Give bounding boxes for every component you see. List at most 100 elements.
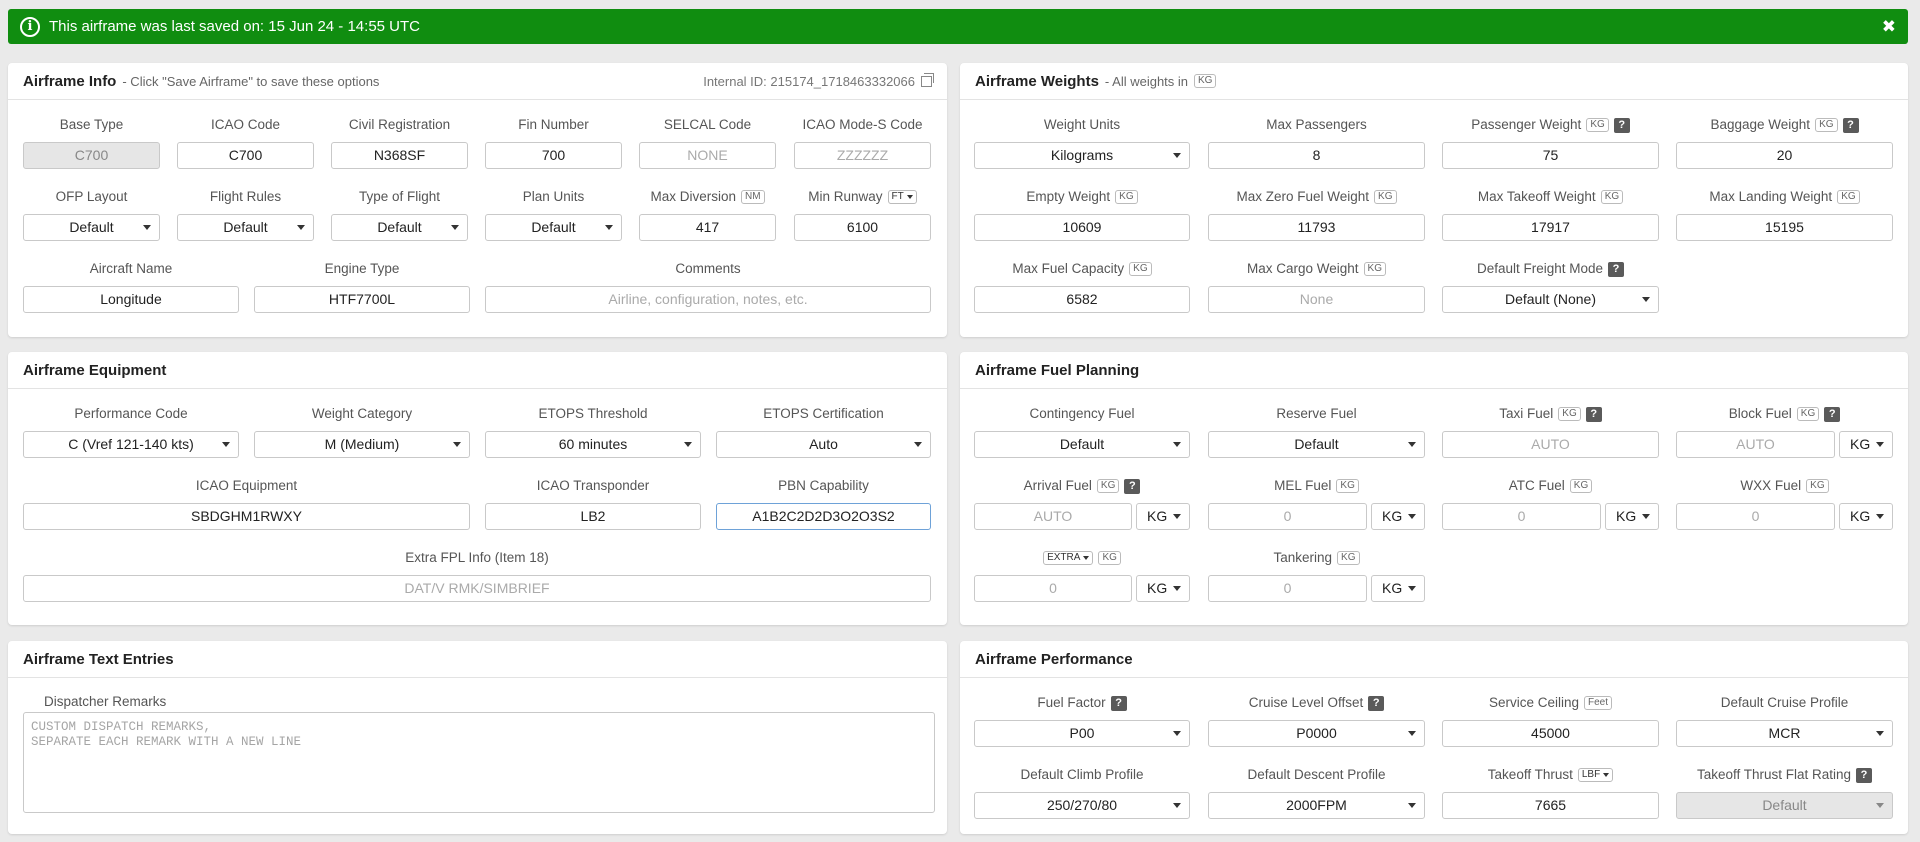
extra-fuel-input[interactable]: 0 — [974, 575, 1132, 602]
field-label: Default Freight Mode — [1477, 260, 1603, 278]
engine-type-field: Engine Type HTF7700L — [254, 260, 470, 313]
mode-s-input[interactable]: ZZZZZZ — [794, 142, 931, 169]
pbn-capability-input[interactable]: A1B2C2D2D3O2O3S2 — [716, 503, 931, 530]
mtow-input[interactable]: 17917 — [1442, 214, 1659, 241]
contingency-fuel-select[interactable]: Default — [974, 431, 1190, 458]
field-label: PBN Capability — [716, 477, 931, 495]
mel-fuel-unit-select[interactable]: KG — [1371, 503, 1425, 530]
plan-units-select[interactable]: Default — [485, 214, 622, 241]
max-passengers-field: Max Passengers 8 — [1208, 116, 1425, 169]
etops-certification-select[interactable]: Auto — [716, 431, 931, 458]
mode-s-field: ICAO Mode-S Code ZZZZZZ — [794, 116, 931, 169]
weight-units-select[interactable]: Kilograms — [974, 142, 1190, 169]
field-label: Civil Registration — [331, 116, 468, 134]
cruise-profile-select[interactable]: MCR — [1676, 720, 1893, 747]
max-cargo-input[interactable]: None — [1208, 286, 1425, 313]
flight-type-select[interactable]: Default — [331, 214, 468, 241]
icao-code-input[interactable]: C700 — [177, 142, 314, 169]
field-label: Plan Units — [485, 188, 622, 206]
tankering-unit-select[interactable]: KG — [1371, 575, 1425, 602]
taxi-fuel-field: Taxi Fuel KG? AUTO — [1442, 405, 1659, 458]
civil-registration-input[interactable]: N368SF — [331, 142, 468, 169]
reserve-fuel-select[interactable]: Default — [1208, 431, 1425, 458]
max-fuel-input[interactable]: 6582 — [974, 286, 1190, 313]
icao-transponder-input[interactable]: LB2 — [485, 503, 701, 530]
field-label: Arrival Fuel — [1024, 477, 1092, 495]
comments-field: Comments Airline, configuration, notes, … — [485, 260, 931, 313]
aircraft-name-input[interactable]: Longitude — [23, 286, 239, 313]
cruise-level-offset-select[interactable]: P0000 — [1208, 720, 1425, 747]
atc-fuel-field: ATC Fuel KG 0 KG — [1442, 477, 1659, 530]
engine-type-input[interactable]: HTF7700L — [254, 286, 470, 313]
extra-fuel-unit-select[interactable]: KG — [1136, 575, 1190, 602]
selcal-input[interactable]: NONE — [639, 142, 776, 169]
tankering-input[interactable]: 0 — [1208, 575, 1367, 602]
wxx-fuel-input[interactable]: 0 — [1676, 503, 1835, 530]
comments-input[interactable]: Airline, configuration, notes, etc. — [485, 286, 931, 313]
baggage-weight-input[interactable]: 20 — [1676, 142, 1893, 169]
unit-badge: KG — [1837, 190, 1859, 204]
help-icon[interactable]: ? — [1843, 118, 1859, 133]
unit-badge: KG — [1336, 479, 1358, 493]
field-label: MEL Fuel — [1274, 477, 1331, 495]
weight-units-field: Weight Units Kilograms — [974, 116, 1190, 169]
atc-fuel-input[interactable]: 0 — [1442, 503, 1601, 530]
help-icon[interactable]: ? — [1608, 262, 1624, 277]
info-icon: i — [20, 17, 40, 37]
help-icon[interactable]: ? — [1856, 768, 1872, 783]
empty-weight-input[interactable]: 10609 — [974, 214, 1190, 241]
block-fuel-unit-select[interactable]: KG — [1839, 431, 1893, 458]
copy-icon[interactable] — [921, 76, 932, 87]
fuel-factor-select[interactable]: P00 — [974, 720, 1190, 747]
block-fuel-input[interactable]: AUTO — [1676, 431, 1835, 458]
icao-equipment-input[interactable]: SBDGHM1RWXY — [23, 503, 470, 530]
help-icon[interactable]: ? — [1614, 118, 1630, 133]
arrival-fuel-input[interactable]: AUTO — [974, 503, 1132, 530]
ofp-layout-select[interactable]: Default — [23, 214, 160, 241]
cruise-profile-field: Default Cruise Profile MCR — [1676, 694, 1893, 747]
service-ceiling-input[interactable]: 45000 — [1442, 720, 1659, 747]
min-runway-input[interactable]: 6100 — [794, 214, 931, 241]
help-icon[interactable]: ? — [1824, 407, 1840, 422]
extra-fpl-input[interactable]: DAT/V RMK/SIMBRIEF — [23, 575, 931, 602]
runway-unit-select[interactable]: FT — [888, 190, 917, 204]
thrust-unit-select[interactable]: LBF — [1578, 768, 1613, 782]
freight-mode-select[interactable]: Default (None) — [1442, 286, 1659, 313]
max-passengers-input[interactable]: 8 — [1208, 142, 1425, 169]
arrival-fuel-unit-select[interactable]: KG — [1136, 503, 1190, 530]
mel-fuel-input[interactable]: 0 — [1208, 503, 1367, 530]
atc-fuel-unit-select[interactable]: KG — [1605, 503, 1659, 530]
climb-profile-select[interactable]: 250/270/80 — [974, 792, 1190, 819]
dispatcher-remarks-textarea[interactable] — [23, 712, 935, 813]
unit-badge: KG — [1098, 551, 1120, 565]
wxx-fuel-unit-select[interactable]: KG — [1839, 503, 1893, 530]
descent-profile-select[interactable]: 2000FPM — [1208, 792, 1425, 819]
flight-rules-select[interactable]: Default — [177, 214, 314, 241]
tankering-field: Tankering KG 0 KG — [1208, 549, 1425, 602]
field-label: ICAO Equipment — [23, 477, 470, 495]
taxi-fuel-input[interactable]: AUTO — [1442, 431, 1659, 458]
mzfw-input[interactable]: 11793 — [1208, 214, 1425, 241]
help-icon[interactable]: ? — [1368, 696, 1384, 711]
unit-badge: KG — [1374, 190, 1396, 204]
close-icon[interactable]: ✖ — [1882, 17, 1896, 37]
save-status-banner: i This airframe was last saved on: 15 Ju… — [8, 9, 1908, 44]
help-icon[interactable]: ? — [1124, 479, 1140, 494]
help-icon[interactable]: ? — [1111, 696, 1127, 711]
unit-badge: KG — [1129, 262, 1151, 276]
performance-code-select[interactable]: C (Vref 121-140 kts) — [23, 431, 239, 458]
passenger-weight-input[interactable]: 75 — [1442, 142, 1659, 169]
mlw-input[interactable]: 15195 — [1676, 214, 1893, 241]
fin-number-input[interactable]: 700 — [485, 142, 622, 169]
climb-profile-field: Default Climb Profile 250/270/80 — [974, 766, 1190, 819]
field-label: Block Fuel — [1729, 405, 1792, 423]
extra-fuel-type-select[interactable]: EXTRA — [1043, 551, 1093, 565]
weight-category-select[interactable]: M (Medium) — [254, 431, 470, 458]
dispatcher-remarks-label-wrap: Dispatcher Remarks — [23, 693, 423, 711]
etops-threshold-select[interactable]: 60 minutes — [485, 431, 701, 458]
panel-title: Airframe Info — [23, 73, 116, 90]
max-diversion-input[interactable]: 417 — [639, 214, 776, 241]
unit-badge: KG — [1570, 479, 1592, 493]
help-icon[interactable]: ? — [1586, 407, 1602, 422]
takeoff-thrust-input[interactable]: 7665 — [1442, 792, 1659, 819]
